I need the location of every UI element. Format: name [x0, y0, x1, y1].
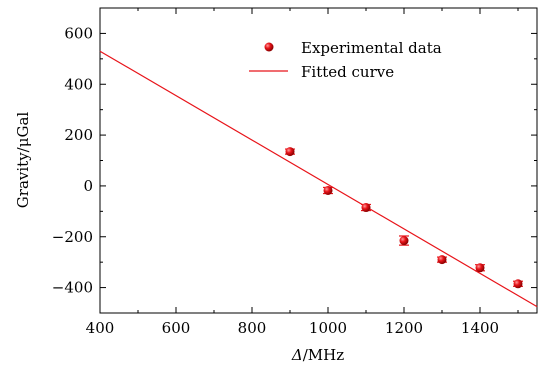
data-point [475, 263, 485, 273]
x-tick-label: 1200 [385, 319, 423, 337]
y-tick-label: 400 [64, 75, 93, 93]
legend-label-experimental: Experimental data [301, 39, 442, 57]
x-axis-ticks: 400 600 800 1000 1200 1400 [86, 8, 519, 337]
x-axis-label-unit: /MHz [303, 346, 344, 364]
data-point-marker [285, 147, 295, 157]
data-point [437, 255, 447, 265]
y-tick-label: −200 [52, 228, 93, 246]
x-tick-label: 400 [86, 319, 115, 337]
y-tick-label: −400 [52, 279, 93, 297]
x-tick-label: 1400 [461, 319, 499, 337]
x-axis-label: Δ/MHz [291, 346, 344, 364]
y-tick-label: 200 [64, 126, 93, 144]
legend-marker-experimental [264, 42, 274, 52]
fitted-curve-line [99, 50, 538, 308]
fitted-curve-layer [99, 50, 538, 308]
data-point [361, 203, 371, 213]
data-point [323, 185, 333, 195]
data-points-layer [285, 147, 523, 289]
legend-label-fitted: Fitted curve [301, 63, 394, 81]
y-tick-label: 600 [64, 24, 93, 42]
x-tick-label: 600 [162, 319, 191, 337]
data-point [399, 235, 409, 246]
y-axis-ticks: −400 −200 0 200 400 600 [52, 24, 537, 297]
y-tick-label: 0 [83, 177, 93, 195]
legend: Experimental data Fitted curve [249, 39, 442, 81]
y-axis-label: Gravity/μGal [14, 112, 32, 209]
x-axis-label-symbol: Δ [291, 346, 303, 364]
data-point-marker [475, 263, 485, 273]
data-point-marker [437, 255, 447, 265]
svg-text:Δ/MHz: Δ/MHz [291, 346, 344, 364]
x-tick-label: 800 [238, 319, 267, 337]
data-point-marker [361, 203, 371, 213]
data-point-marker [323, 185, 333, 195]
data-point-marker [399, 236, 409, 246]
data-point [285, 147, 295, 157]
x-tick-label: 1000 [309, 319, 347, 337]
data-point-marker [513, 279, 523, 289]
data-point [513, 279, 523, 289]
